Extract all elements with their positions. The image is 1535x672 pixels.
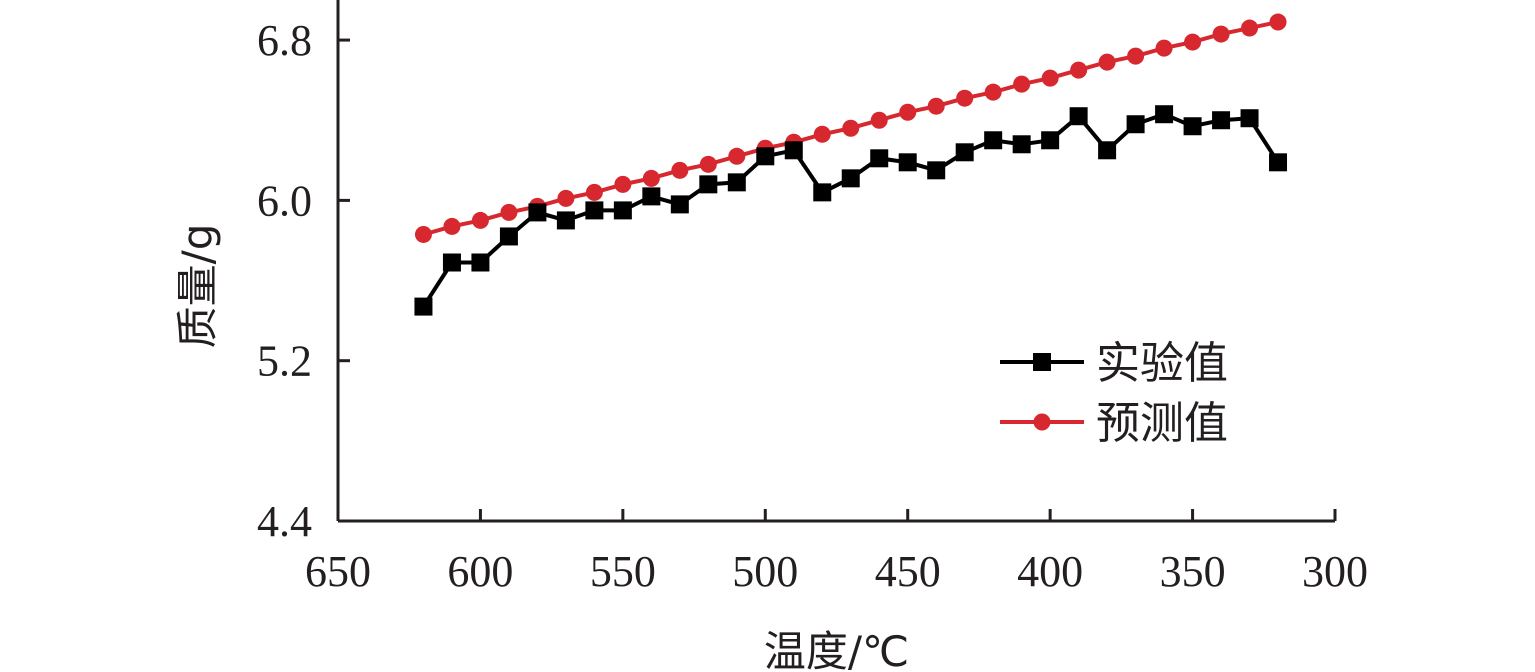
legend-label: 预测值 <box>1096 398 1228 449</box>
x-axis-title: 温度/℃ <box>764 627 909 672</box>
data-point <box>955 143 974 162</box>
data-point <box>899 103 917 121</box>
data-point <box>984 83 1002 101</box>
data-point <box>1126 115 1145 134</box>
y-tick-label: 4.4 <box>257 497 312 546</box>
data-point <box>699 155 717 173</box>
data-point <box>1155 105 1174 124</box>
data-point <box>841 169 860 188</box>
x-axis-ticks: 650 600 550 500 450 400 350 300 <box>305 509 1368 596</box>
data-point <box>1212 25 1230 43</box>
data-point <box>927 97 945 115</box>
x-tick-label: 400 <box>1017 547 1083 596</box>
legend-item: 实验值 <box>1000 338 1228 389</box>
data-point <box>1212 111 1231 130</box>
data-point <box>870 149 889 168</box>
series-experimental <box>414 105 1288 316</box>
data-point <box>471 253 490 272</box>
y-tick-label: 6.0 <box>257 176 312 225</box>
x-tick-label: 550 <box>590 547 656 596</box>
data-point <box>499 227 518 246</box>
data-point <box>1041 69 1059 87</box>
data-point <box>1070 61 1088 79</box>
data-point <box>898 153 917 172</box>
data-point <box>556 211 575 230</box>
x-tick-label: 500 <box>732 547 798 596</box>
data-point <box>671 161 689 179</box>
data-point <box>642 187 661 206</box>
data-point <box>613 201 632 220</box>
data-point <box>1127 47 1145 65</box>
data-point <box>870 111 888 129</box>
data-point <box>927 161 946 180</box>
data-point <box>813 125 831 143</box>
y-axis-ticks: 4.4 5.2 6.0 6.8 <box>257 16 350 546</box>
data-point <box>614 175 632 193</box>
x-tick-label: 600 <box>447 547 513 596</box>
data-point <box>471 211 489 229</box>
x-tick-label: 450 <box>875 547 941 596</box>
data-point <box>1041 131 1060 150</box>
data-point <box>1098 53 1116 71</box>
data-point <box>442 253 461 272</box>
data-point <box>642 169 660 187</box>
data-point <box>500 203 518 221</box>
data-point <box>1183 117 1202 136</box>
data-point <box>585 183 603 201</box>
data-point <box>842 119 860 137</box>
data-point <box>1155 39 1173 57</box>
data-point <box>1184 33 1202 51</box>
data-point <box>956 89 974 107</box>
data-point <box>670 195 689 214</box>
data-point <box>585 201 604 220</box>
data-point <box>1012 135 1031 154</box>
data-point <box>528 203 547 222</box>
legend-item: 预测值 <box>1000 398 1228 449</box>
data-point <box>443 217 461 235</box>
data-point <box>813 183 832 202</box>
data-point <box>1013 75 1031 93</box>
y-tick-label: 5.2 <box>257 337 312 386</box>
data-point <box>1241 19 1259 37</box>
series-line <box>421 112 1280 308</box>
data-point <box>984 131 1003 150</box>
data-point <box>414 297 433 316</box>
x-tick-label: 650 <box>305 547 371 596</box>
series-layer <box>414 13 1288 316</box>
data-point <box>1269 153 1288 172</box>
x-tick-label: 350 <box>1160 547 1226 596</box>
data-point <box>699 175 718 194</box>
data-point <box>756 147 775 166</box>
data-point <box>414 225 432 243</box>
data-point <box>1098 141 1117 160</box>
legend-marker <box>1033 353 1051 371</box>
y-axis-title: 质量/g <box>173 224 222 349</box>
legend-marker <box>1033 413 1051 431</box>
data-point <box>784 141 803 160</box>
legend-label: 实验值 <box>1096 338 1228 389</box>
data-point <box>727 173 746 192</box>
data-point <box>1069 107 1088 126</box>
axes <box>336 0 1335 523</box>
data-point <box>1269 13 1287 31</box>
data-point <box>728 147 746 165</box>
data-point <box>557 189 575 207</box>
data-point <box>1240 109 1259 128</box>
y-tick-label: 6.8 <box>257 16 312 65</box>
x-tick-label: 300 <box>1302 547 1368 596</box>
